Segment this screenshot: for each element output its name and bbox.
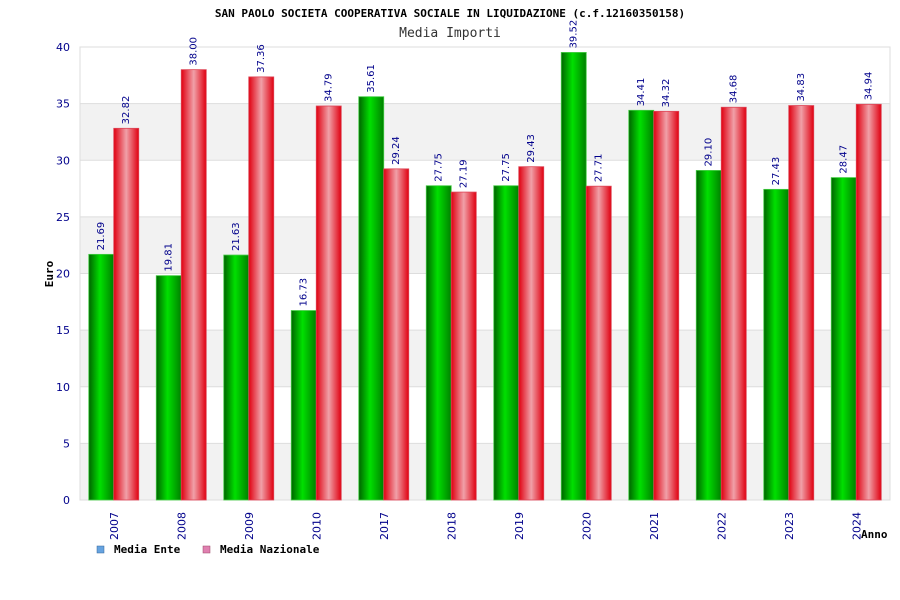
bar-media-nazionale-2017 [383, 168, 410, 501]
y-tick-label: 20 [56, 268, 70, 281]
legend-label-media-nazionale: Media Nazionale [220, 543, 320, 556]
value-label: 35.61 [366, 64, 377, 93]
plot-band [80, 103, 890, 161]
y-tick-label: 25 [56, 211, 70, 224]
legend-label-media-ente: Media Ente [114, 543, 181, 556]
value-label: 27.43 [771, 157, 782, 186]
value-label: 34.79 [324, 73, 335, 102]
value-label: 29.10 [704, 138, 715, 167]
value-label: 21.63 [231, 222, 242, 251]
grid-lines [80, 46, 890, 501]
bar-media-nazionale-2009 [248, 76, 275, 501]
value-label: 28.47 [839, 145, 850, 174]
plot-band [80, 216, 890, 274]
bars [88, 52, 882, 501]
x-axis-ticks: 2007 2008 2009 2010 2017 2018 2019 2020 2021 2022… [108, 512, 864, 540]
y-tick-label: 15 [56, 324, 70, 337]
value-label: 37.36 [256, 44, 267, 73]
value-label: 19.81 [164, 243, 175, 272]
legend: Media Ente Media Nazionale [96, 543, 320, 556]
x-tick-label: 2017 [378, 512, 391, 540]
value-label: 32.82 [121, 96, 132, 125]
value-label: 27.75 [434, 153, 445, 182]
y-tick-label: 30 [56, 154, 70, 167]
value-labels: 21.69 32.82 19.81 38.00 21.63 37.36 16.73 34.79… [96, 20, 875, 307]
x-tick-label: 2018 [445, 512, 458, 540]
value-label: 16.73 [299, 278, 310, 307]
plot-band [80, 330, 890, 387]
x-tick-label: 2008 [175, 512, 188, 540]
bar-media-nazionale-2019 [518, 166, 545, 501]
bar-media-ente-2019 [493, 185, 520, 501]
bar-media-nazionale-2007 [113, 127, 140, 501]
bar-media-nazionale-2022 [720, 106, 747, 501]
legend-swatch-media-ente [96, 545, 105, 554]
x-tick-label: 2021 [648, 512, 661, 540]
value-label: 34.68 [729, 75, 740, 104]
x-tick-label: 2024 [850, 512, 863, 540]
y-axis-label: Euro [43, 260, 56, 287]
x-tick-label: 2023 [783, 512, 796, 540]
bar-media-nazionale-2008 [180, 69, 207, 501]
value-label: 34.83 [796, 73, 807, 102]
bar-media-nazionale-2023 [788, 105, 815, 501]
plot-band [80, 160, 890, 217]
y-tick-label: 0 [63, 494, 70, 507]
bar-media-ente-2010 [290, 310, 317, 501]
y-axis-ticks: 0 5 10 15 20 25 30 35 40 [56, 41, 70, 507]
value-label: 39.52 [569, 20, 580, 49]
bar-media-nazionale-2018 [450, 191, 477, 501]
x-axis-label: Anno [861, 528, 888, 541]
bar-media-nazionale-2010 [315, 105, 342, 501]
value-label: 34.41 [636, 78, 647, 107]
bar-media-nazionale-2021 [653, 110, 680, 501]
value-label: 27.71 [594, 154, 605, 183]
bar-media-ente-2020 [560, 52, 587, 501]
bar-media-nazionale-2020 [585, 185, 612, 501]
y-tick-label: 5 [63, 437, 70, 450]
bar-media-ente-2023 [763, 188, 790, 501]
plot-band [80, 273, 890, 331]
bar-media-ente-2007 [88, 253, 115, 501]
legend-swatch-media-nazionale [202, 545, 211, 554]
bar-media-nazionale-2024 [855, 103, 882, 501]
x-tick-label: 2010 [310, 512, 323, 540]
chart-subtitle: Media Importi [399, 26, 501, 41]
value-label: 29.24 [391, 136, 402, 165]
value-label: 21.69 [96, 222, 107, 251]
value-label: 38.00 [189, 37, 200, 66]
plot-band [80, 47, 890, 104]
bar-media-ente-2018 [425, 185, 452, 501]
x-tick-label: 2020 [580, 512, 593, 540]
chart-title: SAN PAOLO SOCIETA COOPERATIVA SOCIALE IN… [215, 7, 685, 20]
value-label: 34.32 [661, 79, 672, 108]
bar-media-ente-2022 [695, 170, 722, 501]
y-tick-label: 10 [56, 381, 70, 394]
bar-media-ente-2008 [155, 275, 182, 501]
x-tick-label: 2007 [108, 512, 121, 540]
bar-media-ente-2009 [223, 254, 250, 501]
plot-area [79, 46, 891, 501]
x-tick-label: 2009 [243, 512, 256, 540]
y-tick-label: 40 [56, 41, 70, 54]
value-label: 27.75 [501, 153, 512, 182]
x-tick-label: 2019 [513, 512, 526, 540]
value-label: 27.19 [459, 159, 470, 188]
plot-band [80, 443, 890, 500]
y-tick-label: 35 [56, 98, 70, 111]
bar-media-ente-2021 [628, 109, 655, 501]
x-tick-label: 2022 [715, 512, 728, 540]
bar-media-ente-2024 [830, 177, 857, 501]
value-label: 29.43 [526, 134, 537, 163]
value-label: 34.94 [864, 72, 875, 101]
plot-band [80, 386, 890, 444]
bar-media-ente-2017 [358, 96, 385, 501]
